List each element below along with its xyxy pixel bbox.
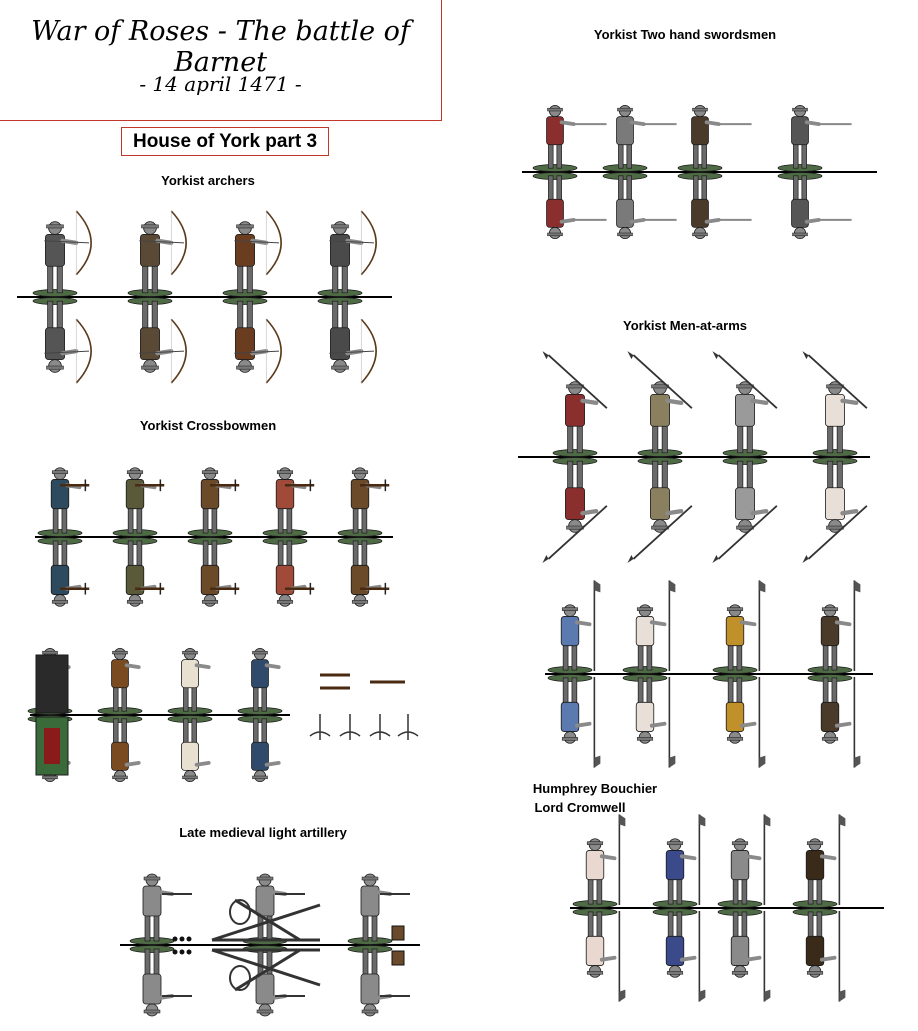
cannon-ball-3 [186,936,192,942]
figure-row-archers [17,210,392,384]
figure-swordsmen-2-mirror [602,172,677,240]
figure-commander-4-mirror [792,908,846,1002]
figure-row-pavisiers [27,647,290,783]
figure-maa1-2-mirror [627,457,693,563]
crossbow-parts [309,673,419,740]
cannon-ball-mirror-1 [172,949,178,955]
cannon-ball-mirror-3 [186,949,192,955]
figure-pavisiers-3-mirror [167,715,213,783]
figure-crossbowmen-2 [112,467,165,607]
figure-crossbowmen-5-mirror [337,537,390,607]
figure-archers-1-mirror [32,297,92,384]
figure-row-maa1 [518,351,870,563]
figure-swordsmen-3 [677,104,752,240]
figure-archers-2-mirror [127,297,187,384]
figure-maa1-1-mirror [542,457,608,563]
figure-row-crossbowmen [35,467,393,607]
figure-archers-1 [32,210,92,384]
page-title: War of Roses - The battle of Barnet [31,16,410,78]
figure-commander-2-mirror [652,908,706,1002]
figure-artillery-1 [129,873,192,1017]
figure-maa2-1 [547,580,601,768]
subtitle: House of York part 3 [121,127,329,156]
figures-layer [17,104,884,1017]
battle-date: - 14 april 1471 - [139,72,302,96]
powder-keg-mirror [391,950,405,966]
figure-maa2-2 [622,580,676,768]
artillery-cart [172,898,405,992]
figure-swordsmen-1 [532,104,607,240]
figure-swordsmen-1-mirror [532,172,607,240]
figure-commander-2 [652,814,706,1002]
figure-maa2-4 [807,580,861,768]
figure-row-artillery [120,873,420,1017]
figure-crossbowmen-5 [337,467,390,607]
figure-artillery-1-mirror [129,945,192,1017]
figure-maa1-3-mirror [712,457,778,563]
figure-archers-4-mirror [317,297,377,384]
figure-maa2-4-mirror [807,674,861,768]
figure-archers-3-mirror [222,297,282,384]
figure-crossbowmen-4 [262,467,315,607]
figure-crossbowmen-1-mirror [37,537,90,607]
title-box: War of Roses - The battle of Barnet - 14… [0,0,442,121]
figure-archers-2 [127,210,187,384]
figure-crossbowmen-2-mirror [112,537,165,607]
pavise-shield [35,654,69,776]
label-swordsmen: Yorkist Two hand swordsmen [593,27,777,42]
cannon-ball-mirror-2 [179,949,185,955]
figure-maa2-1-mirror [547,674,601,768]
figure-pavisiers-2-mirror [97,715,143,783]
figure-archers-3 [222,210,282,384]
figure-archers-4 [317,210,377,384]
figure-maa1-4-mirror [802,457,868,563]
cannon-ball-1 [172,936,178,942]
figure-maa2-3-mirror [712,674,766,768]
label-men-at-arms: Yorkist Men-at-arms [622,318,747,333]
figure-commander-3 [717,814,771,1002]
figure-row-swordsmen [522,104,877,240]
label-commander-name: Humphrey Bouchier [532,781,658,796]
label-commander-title: Lord Cromwell [534,800,626,815]
figure-swordsmen-2 [602,104,677,240]
figure-pavisiers-4 [237,647,283,783]
powder-keg [391,925,405,941]
figure-crossbowmen-3-mirror [187,537,240,607]
figure-commander-1-mirror [572,908,626,1002]
figure-swordsmen-4 [777,104,852,240]
figure-commander-3-mirror [717,908,771,1002]
figure-artillery-3-mirror [347,945,410,1017]
figure-maa1-2 [627,351,693,563]
figure-swordsmen-4-mirror [777,172,852,240]
figure-maa1-1 [542,351,608,563]
figure-artillery-3 [347,873,410,1017]
figure-commander-1 [572,814,626,1002]
figure-crossbowmen-1 [37,467,90,607]
figure-maa2-2-mirror [622,674,676,768]
figure-maa1-4 [802,351,868,563]
figure-maa1-3 [712,351,778,563]
figure-swordsmen-3-mirror [677,172,752,240]
label-archers: Yorkist archers [161,173,255,188]
figure-pavisiers-3 [167,647,213,783]
figure-pavisiers-4-mirror [237,715,283,783]
figure-crossbowmen-3 [187,467,240,607]
figure-crossbowmen-4-mirror [262,537,315,607]
figure-row-maa2 [545,580,873,768]
cannon-ball-2 [179,936,185,942]
label-artillery: Late medieval light artillery [179,825,347,840]
label-crossbowmen: Yorkist Crossbowmen [139,418,277,433]
figure-row-commander [570,814,884,1002]
figure-pavisiers-2 [97,647,143,783]
figure-commander-4 [792,814,846,1002]
figure-maa2-3 [712,580,766,768]
